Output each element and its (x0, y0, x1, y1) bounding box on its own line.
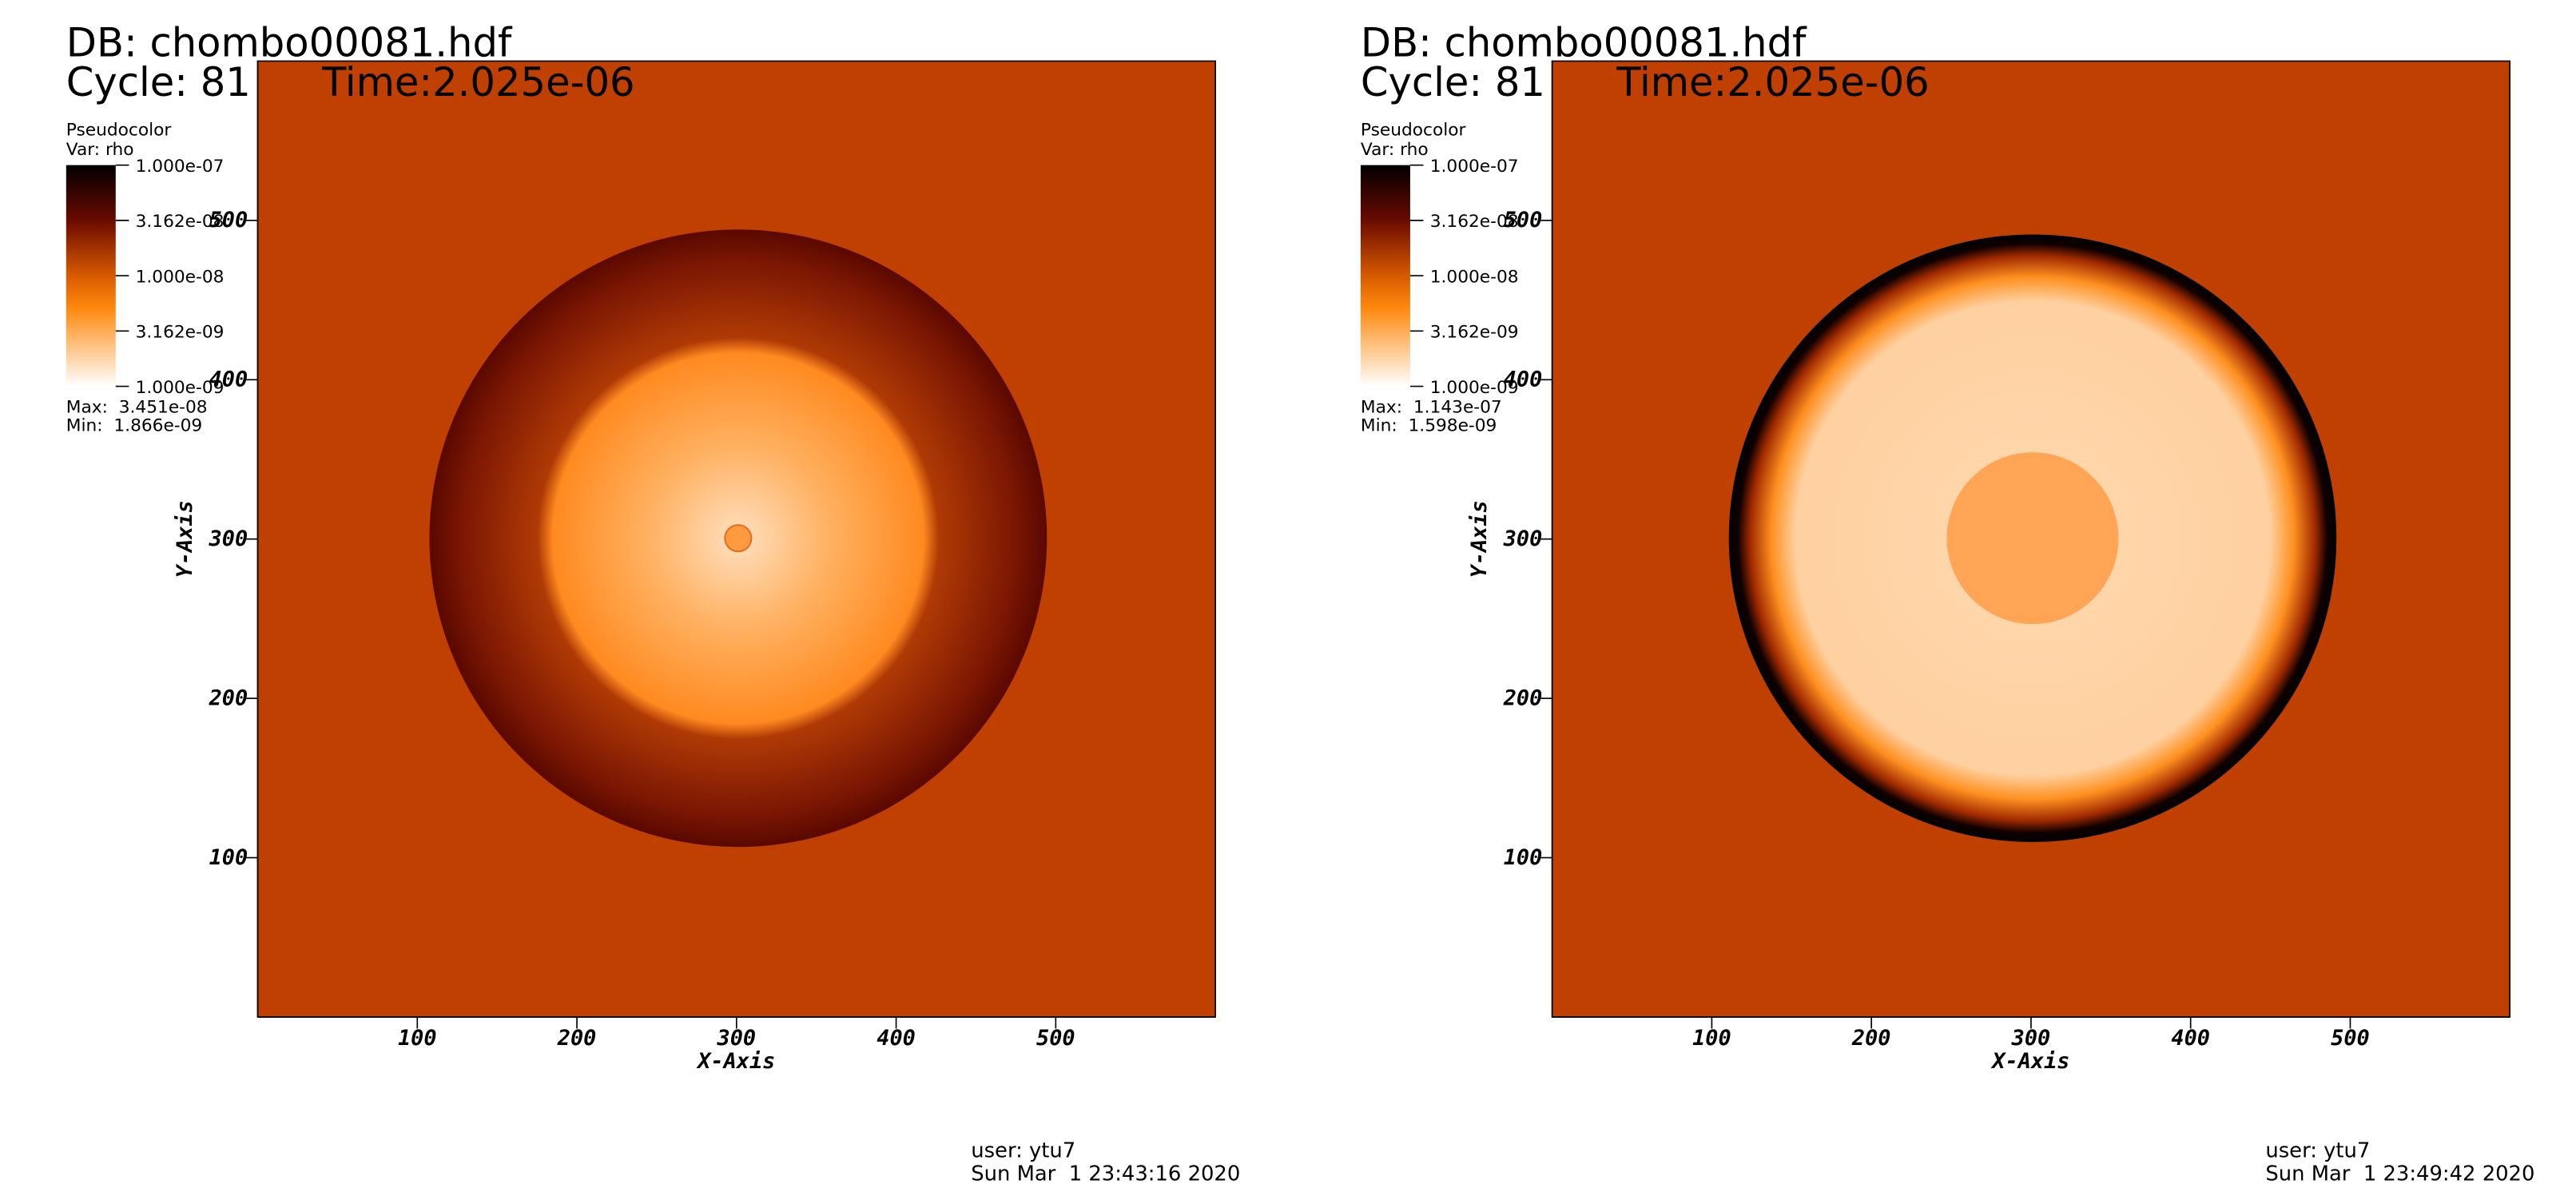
legend-var: Var: rho (66, 140, 134, 160)
x-tick-label: 400 (877, 1026, 916, 1051)
x-tick-label: 100 (1692, 1026, 1731, 1051)
x-tick-label: 200 (1851, 1026, 1891, 1051)
x-axis-label: X-Axis (1990, 1049, 2069, 1074)
y-tick-label: 200 (1503, 685, 1543, 710)
x-axis-label: X-Axis (696, 1049, 775, 1074)
legend-title: Pseudocolor (1361, 120, 1466, 140)
cycle: Cycle: 81 (66, 59, 251, 105)
time: Time:2.025e-06 (321, 59, 634, 105)
x-tick-label: 300 (717, 1026, 757, 1051)
panel-1-field (256, 60, 1216, 1018)
y-tick-label: 500 (1504, 208, 1543, 232)
color-bar-label: 3.162e-08 (1430, 212, 1519, 232)
y-tick-label: 400 (209, 368, 248, 392)
color-bar (66, 165, 116, 387)
x-tick-label: 300 (2011, 1026, 2051, 1051)
y-tick-label: 500 (209, 208, 248, 232)
y-axis-label: Y-Axis (1467, 500, 1492, 578)
legend-min: Min: 1.598e-09 (1361, 415, 1497, 435)
x-tick-label: 500 (1036, 1026, 1075, 1051)
color-bar-label: 3.162e-09 (136, 323, 225, 343)
x-tick-label: 100 (398, 1026, 437, 1051)
legend-max: Max: 1.143e-07 (1361, 398, 1502, 418)
panel-2-field (1551, 60, 2511, 1018)
x-tick-label: 500 (2331, 1026, 2370, 1051)
user: user: ytu7 (2265, 1139, 2370, 1163)
date: Sun Mar 1 23:43:16 2020 (971, 1162, 1240, 1186)
legend-max: Max: 3.451e-08 (66, 398, 208, 418)
x-tick-label: 400 (2171, 1026, 2210, 1051)
color-bar-label: 1.000e-08 (1430, 267, 1519, 287)
color-bar-label: 1.000e-07 (1430, 157, 1519, 177)
time: Time:2.025e-06 (1616, 59, 1929, 105)
y-axis-label: Y-Axis (173, 500, 197, 578)
color-bar-label: 1.000e-08 (136, 267, 225, 287)
y-tick-label: 400 (1504, 368, 1543, 392)
color-bar-label: 3.162e-09 (1430, 323, 1519, 343)
y-tick-label: 200 (209, 685, 248, 710)
y-tick-label: 300 (209, 526, 248, 551)
y-tick-label: 100 (1504, 845, 1543, 870)
date: Sun Mar 1 23:49:42 2020 (2265, 1162, 2534, 1186)
x-tick-label: 200 (557, 1026, 597, 1051)
legend-title: Pseudocolor (66, 120, 172, 140)
color-bar-label: 1.000e-09 (1430, 378, 1519, 398)
db-name: DB: chombo00081.hdf (1361, 19, 1807, 66)
color-bar-label: 1.000e-07 (136, 157, 225, 177)
y-tick-label: 300 (1503, 526, 1543, 551)
legend-var: Var: rho (1361, 140, 1429, 160)
color-bar (1360, 165, 1410, 387)
color-bar-label: 3.162e-08 (136, 212, 225, 232)
cycle: Cycle: 81 (1361, 59, 1545, 105)
color-bar-label: 1.000e-09 (136, 378, 225, 398)
user: user: ytu7 (971, 1139, 1075, 1163)
legend-min: Min: 1.866e-09 (66, 415, 202, 435)
db-name: DB: chombo00081.hdf (66, 19, 513, 66)
y-tick-label: 100 (209, 845, 248, 870)
